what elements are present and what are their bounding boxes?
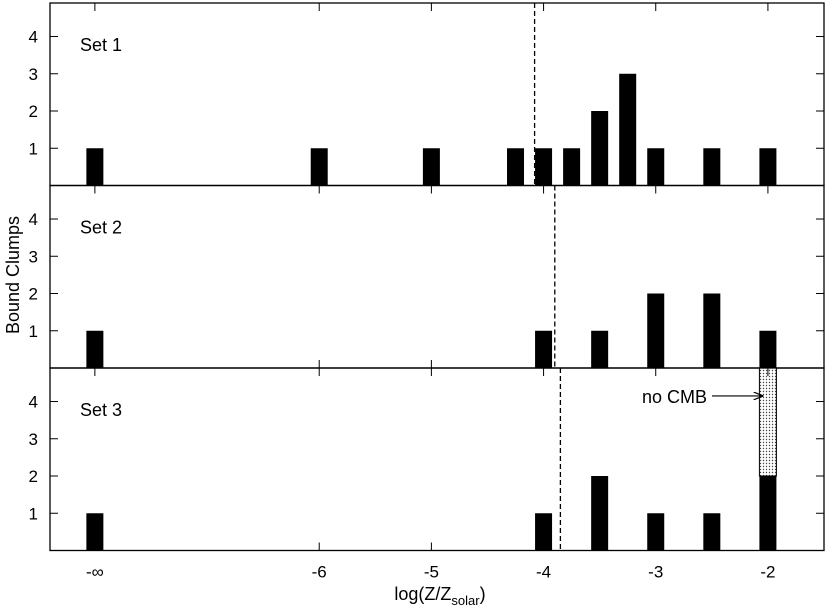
y-tick-label-set2-1: 1: [29, 322, 38, 341]
bar-set1-10: [759, 148, 777, 186]
x-tick-label-0: -∞: [86, 563, 104, 582]
y-tick-label-set2-4: 4: [29, 210, 38, 229]
y-axis-label: Bound Clumps: [3, 216, 23, 334]
bar-set3-0: [86, 513, 104, 551]
bar-set1-7: [619, 73, 637, 186]
bar-set1-5: [563, 148, 581, 186]
annotation-no-cmb: no CMB: [642, 387, 707, 407]
x-axis-label-suffix: ): [480, 584, 486, 604]
bar-set1-9: [703, 148, 721, 186]
x-tick-label-4: -3: [648, 563, 663, 582]
bar-set3-4: [703, 513, 721, 551]
bar-set2-2: [591, 330, 609, 368]
panel-frame-set3: [49, 367, 825, 552]
y-tick-label-set2-2: 2: [29, 285, 38, 304]
bar-set2-0: [86, 330, 104, 368]
bar-set1-8: [647, 148, 665, 186]
x-axis-label: log(Z/Zsolar): [394, 584, 485, 608]
panel-label-set1: Set 1: [80, 35, 122, 55]
y-tick-label-set1-2: 2: [29, 102, 38, 121]
y-tick-label-set1-3: 3: [29, 65, 38, 84]
bar-set1-0: [86, 148, 104, 186]
panel-label-set2: Set 2: [80, 218, 122, 238]
bar-set3-1: [535, 513, 553, 551]
bar-set1-3: [507, 148, 525, 186]
y-tick-label-set1-1: 1: [29, 139, 38, 158]
plot-area: 1 2 3 4 Set 1 1 2 3 4 Set 2 1 2 3 4 Set 3 no CMB -∞ -6 -5 -…: [29, 2, 825, 582]
bar-set1-4: [535, 148, 553, 186]
bar-set2-1: [535, 330, 553, 368]
y-tick-label-set3-1: 1: [29, 504, 38, 523]
bar-set1-2: [422, 148, 440, 186]
y-tick-label-set2-3: 3: [29, 247, 38, 266]
bar-set1-1: [310, 148, 328, 186]
y-tick-label-set3-4: 4: [29, 393, 38, 412]
x-tick-label-2: -5: [424, 563, 439, 582]
x-tick-label-3: -4: [536, 563, 551, 582]
x-axis-label-main: log(Z/Z: [394, 584, 451, 604]
bar-set3-5: [759, 476, 777, 551]
x-tick-label-1: -6: [312, 563, 327, 582]
y-tick-label-set3-2: 2: [29, 467, 38, 486]
hatched-bar-set3-0: [758, 367, 777, 477]
bar-set2-5: [759, 330, 777, 368]
y-tick-label-set3-3: 3: [29, 430, 38, 449]
bar-set1-6: [591, 111, 609, 186]
bar-set2-4: [703, 293, 721, 368]
bar-set2-3: [647, 293, 665, 368]
bar-set3-3: [647, 513, 665, 551]
x-tick-label-5: -2: [760, 563, 775, 582]
y-tick-label-set1-4: 4: [29, 28, 38, 47]
bar-set3-2: [591, 476, 609, 551]
panel-label-set3: Set 3: [80, 400, 122, 420]
x-axis-label-subscript: solar: [451, 593, 480, 608]
